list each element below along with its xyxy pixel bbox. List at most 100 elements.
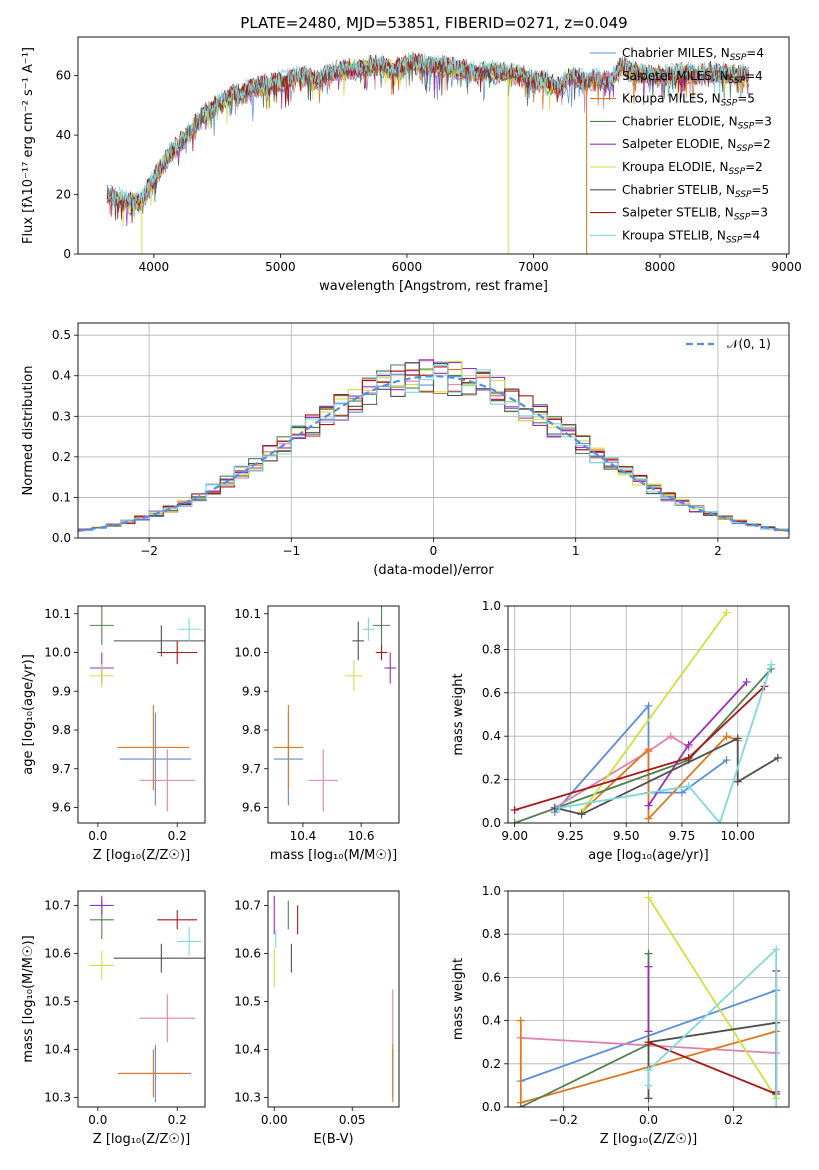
weight-line-salpeter-miles (554, 735, 690, 809)
x-tick-label: 0.2 (168, 829, 187, 843)
x-tick-label: 8000 (645, 260, 676, 274)
weight-marker-chabrier-stelib (644, 1094, 653, 1103)
y-tick-label: 10.0 (234, 646, 261, 660)
y-tick-label: 0.8 (482, 927, 501, 941)
y-tick-label: 9.8 (242, 723, 261, 737)
y-tick-label: 10.4 (44, 1042, 71, 1056)
y-tick-label: 10.0 (44, 646, 71, 660)
x-tick-label: 9000 (771, 260, 802, 274)
weight-marker-salpeter-elodie (644, 801, 653, 810)
x-tick-label: 0.0 (88, 1113, 107, 1127)
panels-group: 4000 5000 6000 7000 8000 90000204060wavelengt… (21, 36, 802, 1147)
data-point-kroupa-stelib (362, 617, 375, 641)
x-tick-label: 7000 (518, 260, 549, 274)
weight-marker-chabrier-elodie (516, 1103, 525, 1107)
y-tick-label: 9.9 (242, 684, 261, 698)
spectrum-line-chabrier-stelib (106, 54, 749, 221)
data-point-salpeter-stelib (157, 640, 198, 665)
y-tick-label: 10.7 (234, 898, 261, 912)
plot-area-spectrum (106, 51, 749, 254)
data-point-salpeter-miles (139, 749, 196, 812)
legend-entry-normal: 𝒩(0, 1) (727, 337, 771, 351)
histogram-kroupa-stelib (78, 364, 789, 532)
x-axis-label: Z [log₁₀(Z/Z☉)] (93, 1132, 190, 1147)
legend-entry-kroupa-elodie: Kroupa ELODIE, NSSP=2 (622, 160, 763, 177)
y-tick-label: 10.4 (234, 1042, 261, 1056)
x-tick-label: −0.2 (549, 1113, 578, 1127)
y-tick-label: 9.9 (52, 684, 71, 698)
y-tick-label: 9.8 (52, 723, 71, 737)
legend-entry-salpeter-elodie: Salpeter ELODIE, NSSP=2 (622, 137, 771, 154)
y-axis-label: age [log₁₀(age/yr)] (21, 654, 36, 775)
x-axis-label: mass [log₁₀(M/M☉)] (270, 848, 397, 863)
x-tick-label: 0.2 (724, 1113, 743, 1127)
y-tick-label: 10.5 (44, 994, 71, 1008)
axes-frame (267, 605, 400, 824)
data-point-kroupa-elodie (345, 660, 363, 692)
y-tick-label: 10.6 (44, 946, 71, 960)
plot-area-mass_vs_Z (89, 895, 205, 1103)
legend-entry-salpeter-stelib: Salpeter STELIB, NSSP=3 (622, 206, 768, 223)
weight-marker-salpeter-stelib (644, 1038, 653, 1047)
weight-line-kroupa-stelib (559, 664, 773, 823)
data-point-salpeter-stelib (375, 644, 388, 661)
weight-marker-kroupa-stelib (684, 782, 693, 791)
weight-marker-salpeter-elodie (644, 962, 653, 971)
weight-marker-chabrier-stelib (773, 753, 782, 762)
y-tick-label: 9.6 (242, 801, 261, 815)
y-tick-label: 0.4 (52, 369, 71, 383)
data-point-chabrier-stelib (113, 943, 205, 973)
y-tick-label: 10.1 (44, 607, 71, 621)
data-point-kroupa-miles (117, 1049, 190, 1098)
weight-marker-kroupa-stelib (767, 660, 776, 669)
data-point-chabrier-elodie (372, 606, 391, 645)
weight-marker-salpeter-elodie (742, 677, 751, 686)
y-tick-label: 9.7 (242, 762, 261, 776)
y-tick-label: 0.8 (482, 642, 501, 656)
x-tick-label: 4000 (139, 260, 170, 274)
panel-mass_vs_Z: 0.0 0.2 10.3 10.4 10.5 10.6 10.7 Z [log₁₀(Z/Z☉)… (21, 890, 206, 1147)
weight-marker-kroupa-stelib (644, 1066, 653, 1075)
weight-line-kroupa-elodie (580, 611, 728, 813)
y-tick-label: 10.6 (234, 946, 261, 960)
x-tick-label: 0.0 (639, 1113, 658, 1127)
panel-mass_weight_vs_Z: −0.2 0.0 0.2 0.0 0.2 0.4 0.6 0.8 1.0 Z [log₁₀(Z/Z… (451, 884, 790, 1147)
x-tick-label: 0.00 (261, 1113, 288, 1127)
weight-marker-kroupa-miles (644, 745, 653, 754)
y-tick-label: 0.6 (482, 970, 501, 984)
spectrum-line-kroupa-stelib (106, 52, 749, 219)
y-tick-label: 9.7 (52, 762, 71, 776)
x-axis-label: wavelength [Angstrom, rest frame] (319, 279, 548, 294)
x-axis-label: Z [log₁₀(Z/Z☉)] (600, 1132, 697, 1147)
data-point-kroupa-miles (117, 704, 190, 791)
y-tick-label: 0.0 (482, 1100, 501, 1114)
y-tick-label: 9.6 (52, 801, 71, 815)
x-axis-label: (data-model)/error (373, 563, 494, 578)
y-tick-label: 0.2 (482, 1057, 501, 1071)
weight-marker-kroupa-miles (722, 732, 731, 741)
weight-marker-salpeter-elodie (684, 740, 693, 749)
x-tick-label: 10.00 (721, 829, 755, 843)
y-tick-label: 0 (63, 247, 71, 261)
legend-entry-chabrier-miles: Chabrier MILES, NSSP=4 (622, 46, 764, 63)
spectrum-line-salpeter-stelib (106, 51, 749, 224)
legend-entry-kroupa-stelib: Kroupa STELIB, NSSP=4 (622, 228, 760, 245)
weight-marker-salpeter-stelib (684, 753, 693, 762)
axes-frame (507, 605, 790, 824)
weight-marker-chabrier-miles (722, 756, 731, 765)
data-point-salpeter-stelib (157, 910, 198, 930)
axes-frame (507, 890, 790, 1108)
x-tick-label: 6000 (392, 260, 423, 274)
y-tick-label: 10.3 (44, 1090, 71, 1104)
plot-area-mass_weight_vs_age (510, 608, 782, 823)
axes-frame (77, 890, 206, 1108)
axes-frame (267, 890, 400, 1108)
panel-spectrum: 4000 5000 6000 7000 8000 9000 0 20 40 60 wavelengt… (21, 36, 802, 294)
x-tick-label: 9.75 (669, 829, 696, 843)
y-tick-label: 10.5 (234, 994, 261, 1008)
weight-marker-chabrier-stelib (733, 734, 742, 743)
x-axis-label: age [log₁₀(age/yr)] (588, 848, 709, 863)
figure-title: PLATE=2480, MJD=53851, FIBERID=0271, z=0… (240, 14, 627, 32)
panel-mass_vs_ebv: 0.00 0.05 10.3 10.4 10.5 10.6 10.7 E(B-V) (234, 890, 400, 1147)
